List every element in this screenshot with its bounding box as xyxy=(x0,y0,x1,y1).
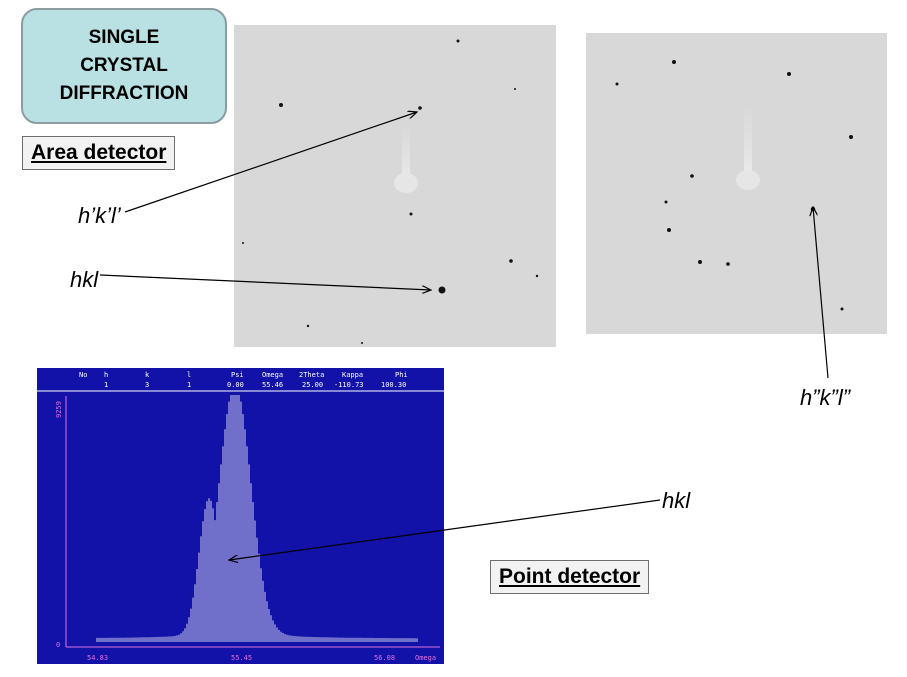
title-line-1: SINGLE xyxy=(88,27,160,48)
title-line-2: CRYSTAL xyxy=(80,55,168,76)
title-box: SINGLE CRYSTAL DIFFRACTION xyxy=(21,8,227,124)
scan-value-psi: 0.00 xyxy=(227,381,244,389)
scan-header-omega: Omega xyxy=(262,371,283,379)
hkl-prime-annotation: h’k’l’ xyxy=(78,203,121,228)
scan-x-axis-label: Omega xyxy=(415,654,436,662)
point-detector-label: Point detector xyxy=(490,560,650,594)
scan-plot: No h k l Psi Omega 2Theta Kappa Phi 1 3 … xyxy=(37,371,444,662)
scan-value-k: 3 xyxy=(145,381,149,389)
scan-header-no: No xyxy=(79,371,87,379)
arrow-hkl-point xyxy=(229,499,661,560)
scan-value-omega: 55.46 xyxy=(262,381,283,389)
scan-header-kappa: Kappa xyxy=(342,371,363,379)
arrow-hkl-area xyxy=(99,274,431,290)
area-detector-frame-left xyxy=(234,25,556,347)
scan-value-phi: 100.30 xyxy=(381,381,406,389)
scan-y-min-label: 0 xyxy=(56,641,60,649)
scan-header-psi: Psi xyxy=(231,371,244,379)
point-detector-scan: No h k l Psi Omega 2Theta Kappa Phi 1 3 … xyxy=(37,368,444,664)
scan-header-h: h xyxy=(104,371,108,379)
scan-header-phi: Phi xyxy=(395,371,408,379)
scan-value-h: 1 xyxy=(104,381,108,389)
scan-header-2theta: 2Theta xyxy=(299,371,324,379)
hkl-point-annotation: hkl xyxy=(662,488,691,513)
scan-bars xyxy=(96,395,418,642)
scan-y-max-label: 9259 xyxy=(55,401,63,418)
area-detector-label: Area detector xyxy=(22,136,176,170)
hkl-double-prime-annotation: h”k”l” xyxy=(800,385,851,410)
scan-value-l: 1 xyxy=(187,381,191,389)
scan-value-kappa: -110.73 xyxy=(334,381,364,389)
arrow-hkl-double-prime xyxy=(813,207,829,379)
arrow-hkl-prime xyxy=(124,112,417,213)
scan-x-tick-3: 56.08 xyxy=(374,654,395,662)
area-detector-frame-right xyxy=(586,33,887,334)
scan-header-k: k xyxy=(145,371,150,379)
scan-header-l: l xyxy=(187,371,191,379)
scan-header: No h k l Psi Omega 2Theta Kappa Phi 1 3 … xyxy=(79,371,408,389)
scan-x-tick-2: 55.45 xyxy=(231,654,252,662)
hkl-area-annotation: hkl xyxy=(70,267,99,292)
title-line-3: DIFFRACTION xyxy=(59,83,189,104)
scan-x-tick-1: 54.83 xyxy=(87,654,108,662)
scan-value-2theta: 25.00 xyxy=(302,381,323,389)
